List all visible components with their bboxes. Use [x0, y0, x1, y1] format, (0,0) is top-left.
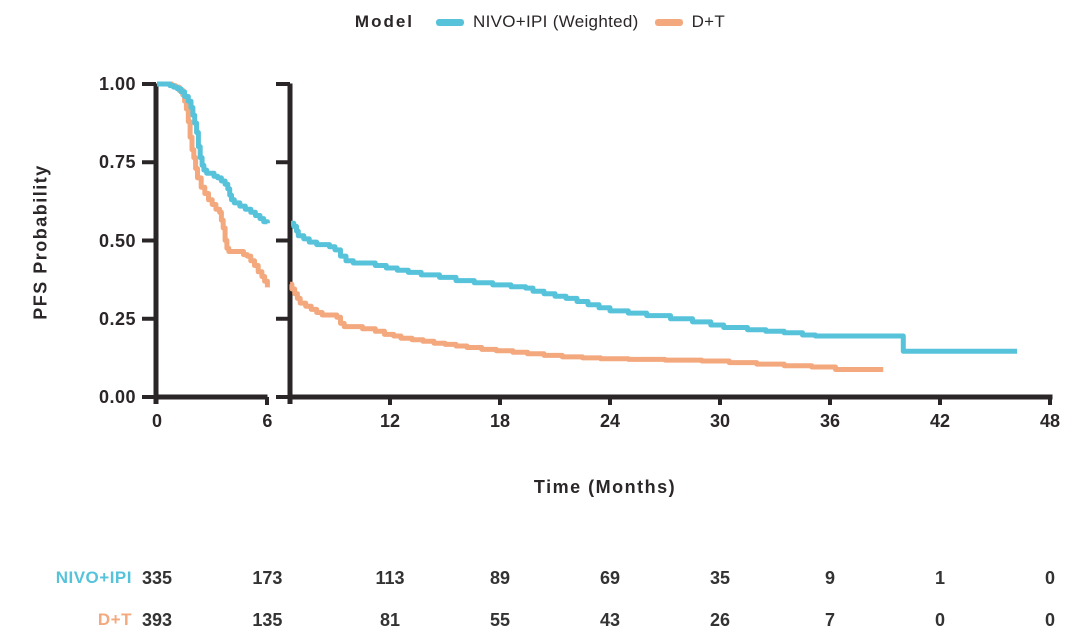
x-tick-label-18: 18 — [489, 411, 510, 431]
risk-value-nivo-ipi-m6: 173 — [252, 568, 283, 588]
risk-value-nivo-ipi-m24: 69 — [599, 568, 620, 588]
risk-value-nivo-ipi-m36: 9 — [824, 568, 835, 588]
km-curve-left-nivo-ipi-weighted — [157, 81, 270, 225]
x-tick-label-30: 30 — [709, 411, 730, 431]
legend-label-d-t: D+T — [691, 12, 726, 31]
y-tick-label-0.50: 0.50 — [98, 230, 136, 251]
legend-swatch-d-t-icon — [654, 18, 683, 26]
km-curve-right-nivo-ipi-weighted — [291, 220, 1017, 354]
x-tick-label-24: 24 — [599, 411, 620, 431]
legend: Model NIVO+IPI (Weighted) D+T — [0, 8, 1080, 36]
risk-row-label-d-t: D+T — [97, 610, 132, 629]
x-tick-label-0: 0 — [151, 411, 162, 431]
y-tick-label-0.00: 0.00 — [98, 387, 136, 407]
x-tick-label-48: 48 — [1039, 411, 1060, 431]
km-chart-canvas — [142, 81, 1053, 405]
legend-label-nivo-ipi-weighted: NIVO+IPI (Weighted) — [473, 12, 639, 31]
risk-value-d-t-m18: 55 — [489, 610, 510, 630]
legend-item-d-t: D+T — [654, 12, 726, 32]
risk-value-d-t-m42: 0 — [934, 610, 945, 630]
risk-value-nivo-ipi-m48: 0 — [1044, 568, 1055, 588]
risk-value-d-t-m24: 43 — [599, 610, 620, 630]
x-tick-label-6: 6 — [262, 411, 273, 431]
risk-value-nivo-ipi-m12: 113 — [375, 568, 405, 588]
x-tick-label-12: 12 — [379, 411, 401, 431]
risk-value-nivo-ipi-m18: 89 — [489, 568, 510, 588]
x-tick-label-36: 36 — [819, 411, 840, 431]
km-curve-right-d-t — [289, 281, 884, 372]
risk-value-d-t-m36: 7 — [824, 610, 835, 630]
risk-value-d-t-m30: 26 — [709, 610, 730, 630]
risk-value-d-t-m12: 81 — [379, 610, 401, 630]
km-curve-left-d-t — [157, 81, 270, 288]
risk-value-nivo-ipi-m0: 335 — [141, 568, 173, 588]
y-tick-label-0.25: 0.25 — [98, 308, 136, 329]
legend-title: Model — [354, 12, 415, 31]
legend-item-nivo-ipi-weighted: NIVO+IPI (Weighted) — [436, 12, 639, 32]
y-tick-label-0.75: 0.75 — [98, 152, 136, 173]
risk-value-d-t-m6: 135 — [252, 610, 283, 630]
y-tick-label-1.00: 1.00 — [98, 74, 136, 94]
risk-value-nivo-ipi-m42: 1 — [934, 568, 945, 588]
x-tick-label-42: 42 — [929, 411, 950, 431]
risk-row-label-nivo-ipi: NIVO+IPI — [55, 568, 132, 587]
risk-value-d-t-m48: 0 — [1044, 610, 1055, 630]
x-axis-title: Time (Months) — [533, 477, 677, 497]
legend-swatch-nivo-ipi-icon — [436, 18, 465, 26]
risk-value-d-t-m0: 393 — [141, 610, 173, 630]
risk-value-nivo-ipi-m30: 35 — [709, 568, 730, 588]
